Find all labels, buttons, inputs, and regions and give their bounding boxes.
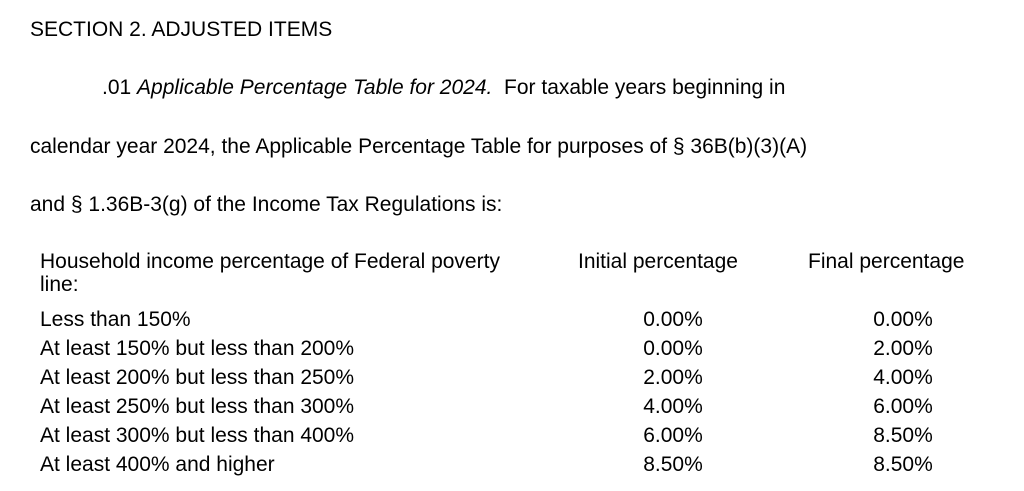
initial-percentage: 0.00% xyxy=(643,337,703,360)
paragraph-line-3: and § 1.36B-3(g) of the Income Tax Regul… xyxy=(30,193,503,216)
row-label: At least 400% and higher xyxy=(40,453,275,476)
final-percentage: 8.50% xyxy=(873,424,933,447)
row-label: At least 300% but less than 400% xyxy=(40,424,355,447)
table-row: At least 400% and higher 8.50% 8.50% xyxy=(0,453,1024,482)
row-label: At least 150% but less than 200% xyxy=(40,337,355,360)
final-percentage: 4.00% xyxy=(873,366,933,389)
table-row: Less than 150% 0.00% 0.00% xyxy=(0,308,1024,337)
final-percentage: 6.00% xyxy=(873,395,933,418)
final-percentage: 0.00% xyxy=(873,308,933,331)
row-label: Less than 150% xyxy=(40,308,191,331)
final-percentage: 2.00% xyxy=(873,337,933,360)
paragraph-number: .01 xyxy=(102,76,132,99)
initial-percentage: 2.00% xyxy=(643,366,703,389)
row-label: At least 200% but less than 250% xyxy=(40,366,355,389)
paragraph-line-1-text: For taxable years beginning in xyxy=(504,76,786,99)
paragraph-title: Applicable Percentage Table for 2024. xyxy=(137,76,493,99)
column-header-final: Final percentage xyxy=(808,250,965,273)
table-row: At least 250% but less than 300% 4.00% 6.0… xyxy=(0,395,1024,424)
table-row: At least 150% but less than 200% 0.00% 2.0… xyxy=(0,337,1024,366)
column-header-income: Household income percentage of Federal p… xyxy=(40,250,500,296)
section-heading: SECTION 2. ADJUSTED ITEMS xyxy=(30,18,333,41)
initial-percentage: 6.00% xyxy=(643,424,703,447)
initial-percentage: 4.00% xyxy=(643,395,703,418)
initial-percentage: 8.50% xyxy=(643,453,703,476)
paragraph-line-2: calendar year 2024, the Applicable Perce… xyxy=(30,135,808,158)
table-row: At least 300% but less than 400% 6.00% 8.5… xyxy=(0,424,1024,453)
row-label: At least 250% but less than 300% xyxy=(40,395,355,418)
table-row: At least 200% but less than 250% 2.00% 4.0… xyxy=(0,366,1024,395)
final-percentage: 8.50% xyxy=(873,453,933,476)
paragraph-line-1: .01 Applicable Percentage Table for 2024… xyxy=(102,76,785,100)
column-header-initial: Initial percentage xyxy=(578,250,738,273)
initial-percentage: 0.00% xyxy=(643,308,703,331)
